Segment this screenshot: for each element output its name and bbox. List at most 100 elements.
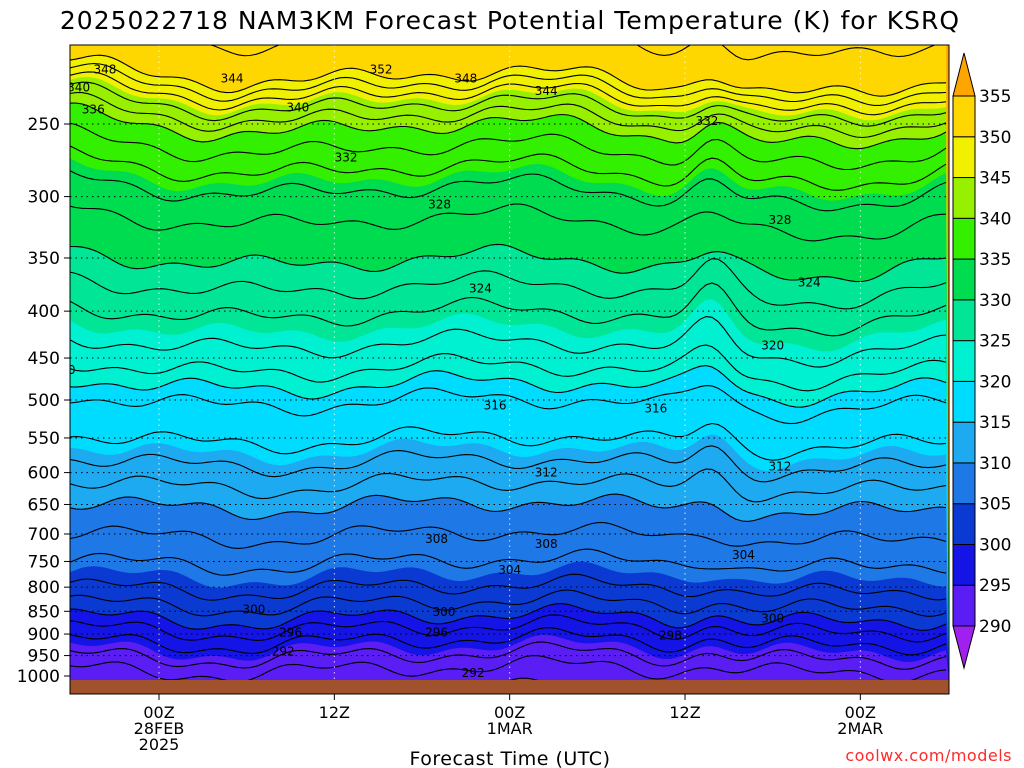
- band-290-295: [70, 634, 949, 680]
- contour-label: 328: [428, 197, 451, 211]
- chart-title: 2025022718 NAM3KM Forecast Potential Tem…: [60, 6, 960, 35]
- contour-318: [70, 385, 947, 425]
- contour-label: 308: [535, 537, 558, 551]
- colorbar-label: 300: [979, 535, 1011, 555]
- y-tick-label: 1000: [17, 667, 60, 687]
- contour-300: [70, 603, 947, 631]
- contour-348: [70, 62, 947, 106]
- colorbar-label: 345: [979, 169, 1011, 189]
- contour-label: 296: [279, 626, 302, 640]
- colorbar-label: 310: [979, 454, 1011, 474]
- contour-292: [70, 655, 947, 680]
- y-tick-label: 800: [28, 578, 60, 598]
- contour-330: [70, 243, 947, 283]
- x-tick-label: 2025: [139, 735, 180, 754]
- contour-342: [70, 92, 947, 139]
- y-axis: 250 300 350 400 450 500 550 600 650 700 750 800 850 9…: [17, 115, 70, 687]
- colorbar-label: 295: [979, 576, 1011, 596]
- colorbar-box: [952, 380, 976, 423]
- colorbar-box: [952, 543, 976, 586]
- contour-label: 296: [425, 626, 448, 640]
- colorbar: 290 295 300 305 310 315 320 325 330 335 340 345 350 3…: [952, 52, 1011, 670]
- contour-label: 324: [469, 282, 492, 296]
- contour-label: 316: [644, 402, 667, 416]
- contour-320: [70, 365, 947, 408]
- contour-label: 304: [498, 563, 521, 577]
- y-tick-label: 850: [28, 602, 60, 622]
- contour-306: [70, 548, 947, 576]
- y-tick-label: 250: [28, 115, 60, 135]
- colorbar-label: 330: [979, 291, 1011, 311]
- contour-label: 324: [798, 275, 821, 289]
- colorbar-box: [952, 584, 976, 627]
- colorbar-box: [952, 95, 976, 138]
- contour-label: 316: [484, 399, 507, 413]
- colorbar-label: 350: [979, 128, 1011, 148]
- colorbar-box: [952, 340, 976, 382]
- colorbar-box: [952, 421, 976, 464]
- colorbar-label: 340: [979, 209, 1011, 229]
- colorbar-label: 320: [979, 372, 1011, 392]
- contour-314: [70, 445, 947, 483]
- grid-lines: [70, 45, 949, 680]
- y-tick-label: 500: [28, 391, 60, 411]
- contour-label: 332: [695, 114, 718, 128]
- contour-label-bg: [0, 515, 26, 529]
- contour-label: 336: [82, 102, 105, 116]
- credit-text[interactable]: coolwx.com/models: [845, 746, 1012, 765]
- colorbar-label: 325: [979, 332, 1011, 352]
- y-tick-label: 400: [28, 302, 60, 322]
- x-tick-label: 28FEB: [134, 719, 185, 738]
- contour-340: [70, 102, 947, 150]
- contour-352: [209, 45, 937, 61]
- contour-label: 340: [286, 101, 309, 115]
- colorbar-box: [952, 503, 976, 545]
- contour-lines: [70, 45, 947, 680]
- contour-label: 344: [535, 84, 558, 98]
- colorbar-label: 355: [979, 87, 1011, 107]
- contour-332: [70, 203, 947, 242]
- contour-label: 304: [732, 548, 755, 562]
- contour-302: [70, 589, 947, 617]
- contour-label: 328: [769, 213, 792, 227]
- contour-312: [70, 468, 947, 503]
- contour-label: 344: [221, 71, 244, 85]
- x-tick-label: 1MAR: [487, 719, 533, 738]
- x-tick-label: 2MAR: [837, 719, 883, 738]
- contour-296: [70, 627, 947, 656]
- contour-label: 320: [761, 338, 784, 352]
- y-tick-label: 650: [28, 495, 60, 515]
- contour-336: [70, 145, 947, 191]
- y-tick-label: 550: [28, 429, 60, 449]
- colorbar-box: [952, 299, 976, 342]
- colorbar-box: [952, 258, 976, 301]
- contour-label: 300: [432, 605, 455, 619]
- contour-308: [70, 522, 947, 549]
- contour-label: 348: [454, 71, 477, 85]
- contour-label: 308: [425, 532, 448, 546]
- contour-label: 332: [335, 151, 358, 165]
- contour-label: 292: [462, 666, 485, 680]
- contour-322: [70, 344, 947, 392]
- contour-334: [70, 170, 947, 212]
- colorbar-arrow-bottom: [952, 625, 976, 670]
- colorbar-label: 315: [979, 413, 1011, 433]
- y-tick-label: 750: [28, 552, 60, 572]
- contour-328: [70, 258, 947, 310]
- y-tick-label: 600: [28, 464, 60, 484]
- y-tick-label: 350: [28, 249, 60, 269]
- colorbar-box: [952, 462, 976, 505]
- contour-338: [70, 122, 947, 171]
- contour-350: [70, 54, 947, 97]
- x-axis-label: Forecast Time (UTC): [410, 748, 611, 768]
- x-tick-label: 00Z: [143, 703, 174, 722]
- contour-298: [70, 614, 947, 643]
- contour-label: 298: [659, 628, 682, 642]
- contour-label: 300: [761, 611, 784, 625]
- colorbar-box: [952, 217, 976, 260]
- contour-label: 312: [769, 460, 792, 474]
